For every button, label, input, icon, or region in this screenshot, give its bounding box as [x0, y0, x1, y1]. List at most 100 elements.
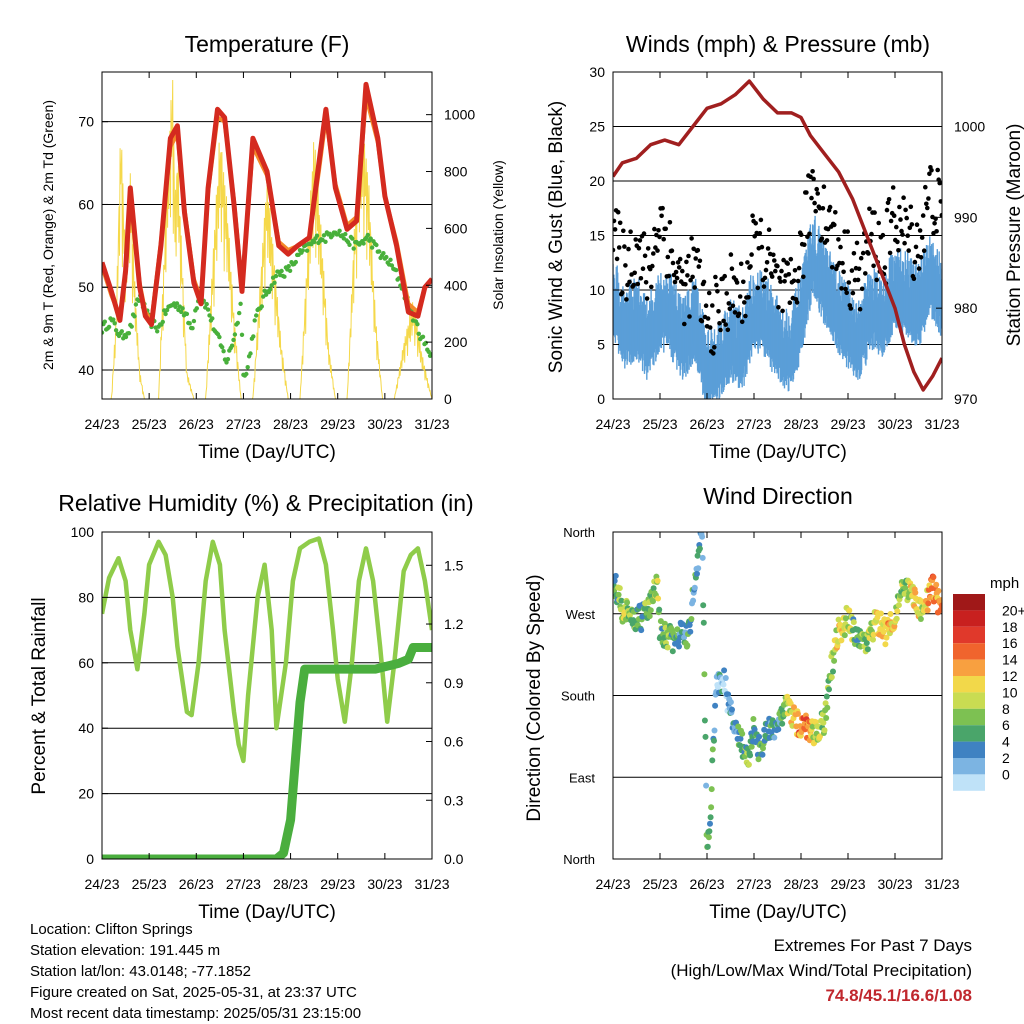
gust-point	[644, 296, 650, 301]
direction-point	[674, 626, 681, 633]
direction-point	[712, 702, 719, 709]
gust-point	[804, 190, 809, 195]
gust-point	[746, 295, 751, 300]
direction-point	[638, 627, 645, 634]
gust-point	[909, 222, 915, 227]
series-dewpoint	[102, 228, 432, 378]
gust-point	[849, 268, 855, 273]
gust-point	[685, 273, 690, 278]
direction-point	[755, 756, 762, 763]
gust-point	[649, 284, 654, 290]
direction-point	[917, 616, 924, 622]
humidity-frame	[101, 531, 433, 860]
gust-point	[895, 239, 900, 245]
gust-point	[904, 215, 909, 221]
direction-point	[702, 733, 709, 740]
gust-point	[718, 327, 723, 333]
gust-point	[613, 227, 618, 232]
direction-xlabel: Time (Day/UTC)	[709, 902, 847, 923]
gust-point	[841, 269, 846, 275]
dewpoint-point	[343, 231, 348, 237]
gust-point	[750, 213, 755, 218]
direction-point	[930, 574, 937, 581]
direction-point	[817, 733, 823, 740]
direction-point	[725, 691, 732, 698]
direction-point	[933, 581, 940, 588]
gust-point	[693, 256, 698, 261]
ytick-label: 30	[589, 64, 605, 80]
xtick-label: 28/23	[273, 416, 308, 432]
gust-point	[688, 277, 693, 283]
direction-point	[656, 606, 663, 613]
gust-point	[825, 226, 831, 232]
dewpoint-point	[286, 264, 291, 269]
gust-point	[896, 248, 901, 253]
dewpoint-point	[273, 273, 279, 279]
direction-point	[838, 637, 845, 644]
dewpoint-point	[133, 302, 139, 307]
colorbar-label: 14	[1002, 652, 1018, 668]
colorbar-swatch	[953, 610, 985, 627]
dewpoint-point	[293, 259, 298, 265]
direction-point	[700, 619, 707, 626]
gust-point	[846, 280, 852, 285]
gust-point	[672, 279, 678, 285]
gust-point	[775, 263, 780, 269]
xtick-label: 25/23	[132, 416, 167, 432]
direction-point	[618, 597, 625, 604]
direction-point	[691, 584, 698, 591]
colorbar-label: 0	[1002, 766, 1010, 782]
dewpoint-point	[238, 301, 243, 306]
winds-ylabel-right: Station Pressure (Maroon)	[1004, 124, 1024, 347]
xtick-label: 30/23	[877, 416, 912, 432]
gust-point	[812, 200, 817, 206]
dewpoint-point	[231, 337, 236, 343]
direction-point	[694, 552, 701, 559]
winds-xlabel: Time (Day/UTC)	[709, 442, 847, 463]
gust-point	[900, 232, 905, 237]
info-recent: Most recent data timestamp: 2025/05/31 2…	[30, 1005, 362, 1022]
direction-point	[707, 820, 713, 827]
direction-point	[779, 720, 786, 727]
direction-point	[830, 668, 836, 675]
gust-point	[699, 318, 705, 324]
direction-point	[696, 545, 703, 552]
colorbar-swatch	[953, 725, 985, 742]
dewpoint-point	[263, 292, 269, 297]
dewpoint-point	[420, 334, 426, 339]
humidity-title: Relative Humidity (%) & Precipitation (i…	[58, 490, 473, 516]
xtick-label: 25/23	[642, 416, 677, 432]
gust-point	[811, 176, 816, 182]
gust-point	[759, 244, 765, 250]
dewpoint-point	[123, 334, 129, 340]
gust-point	[670, 260, 676, 266]
gust-point	[901, 195, 906, 200]
ytick-right-label: 1000	[444, 107, 475, 123]
gust-point	[863, 271, 868, 276]
gust-point	[736, 311, 742, 317]
winds-ticks: 0 5 10 15 20 25 30 970 980 990 1000 24/23 25/23 26/23…	[589, 64, 985, 432]
gust-point	[620, 290, 625, 296]
gust-point	[845, 229, 850, 234]
direction-point	[615, 591, 622, 598]
xtick-label: 27/23	[226, 876, 261, 892]
gust-point	[810, 169, 815, 174]
direction-point	[887, 611, 894, 617]
gust-point	[869, 231, 874, 237]
ytick-label: 40	[78, 362, 94, 378]
dewpoint-point	[126, 331, 132, 336]
gust-point	[872, 210, 877, 215]
gust-point	[897, 204, 902, 210]
gust-point	[929, 168, 934, 173]
gust-point	[730, 303, 736, 309]
gust-point	[880, 232, 886, 238]
xtick-label: 30/23	[367, 416, 402, 432]
gust-point	[715, 289, 720, 294]
extremes-line1: Extremes For Past 7 Days	[773, 936, 972, 955]
gust-point	[697, 258, 703, 264]
xtick-label: 24/23	[595, 416, 630, 432]
humidity-marks	[102, 531, 432, 860]
direction-point	[676, 643, 682, 650]
series-rainfall	[102, 643, 432, 859]
direction-point	[880, 628, 887, 635]
